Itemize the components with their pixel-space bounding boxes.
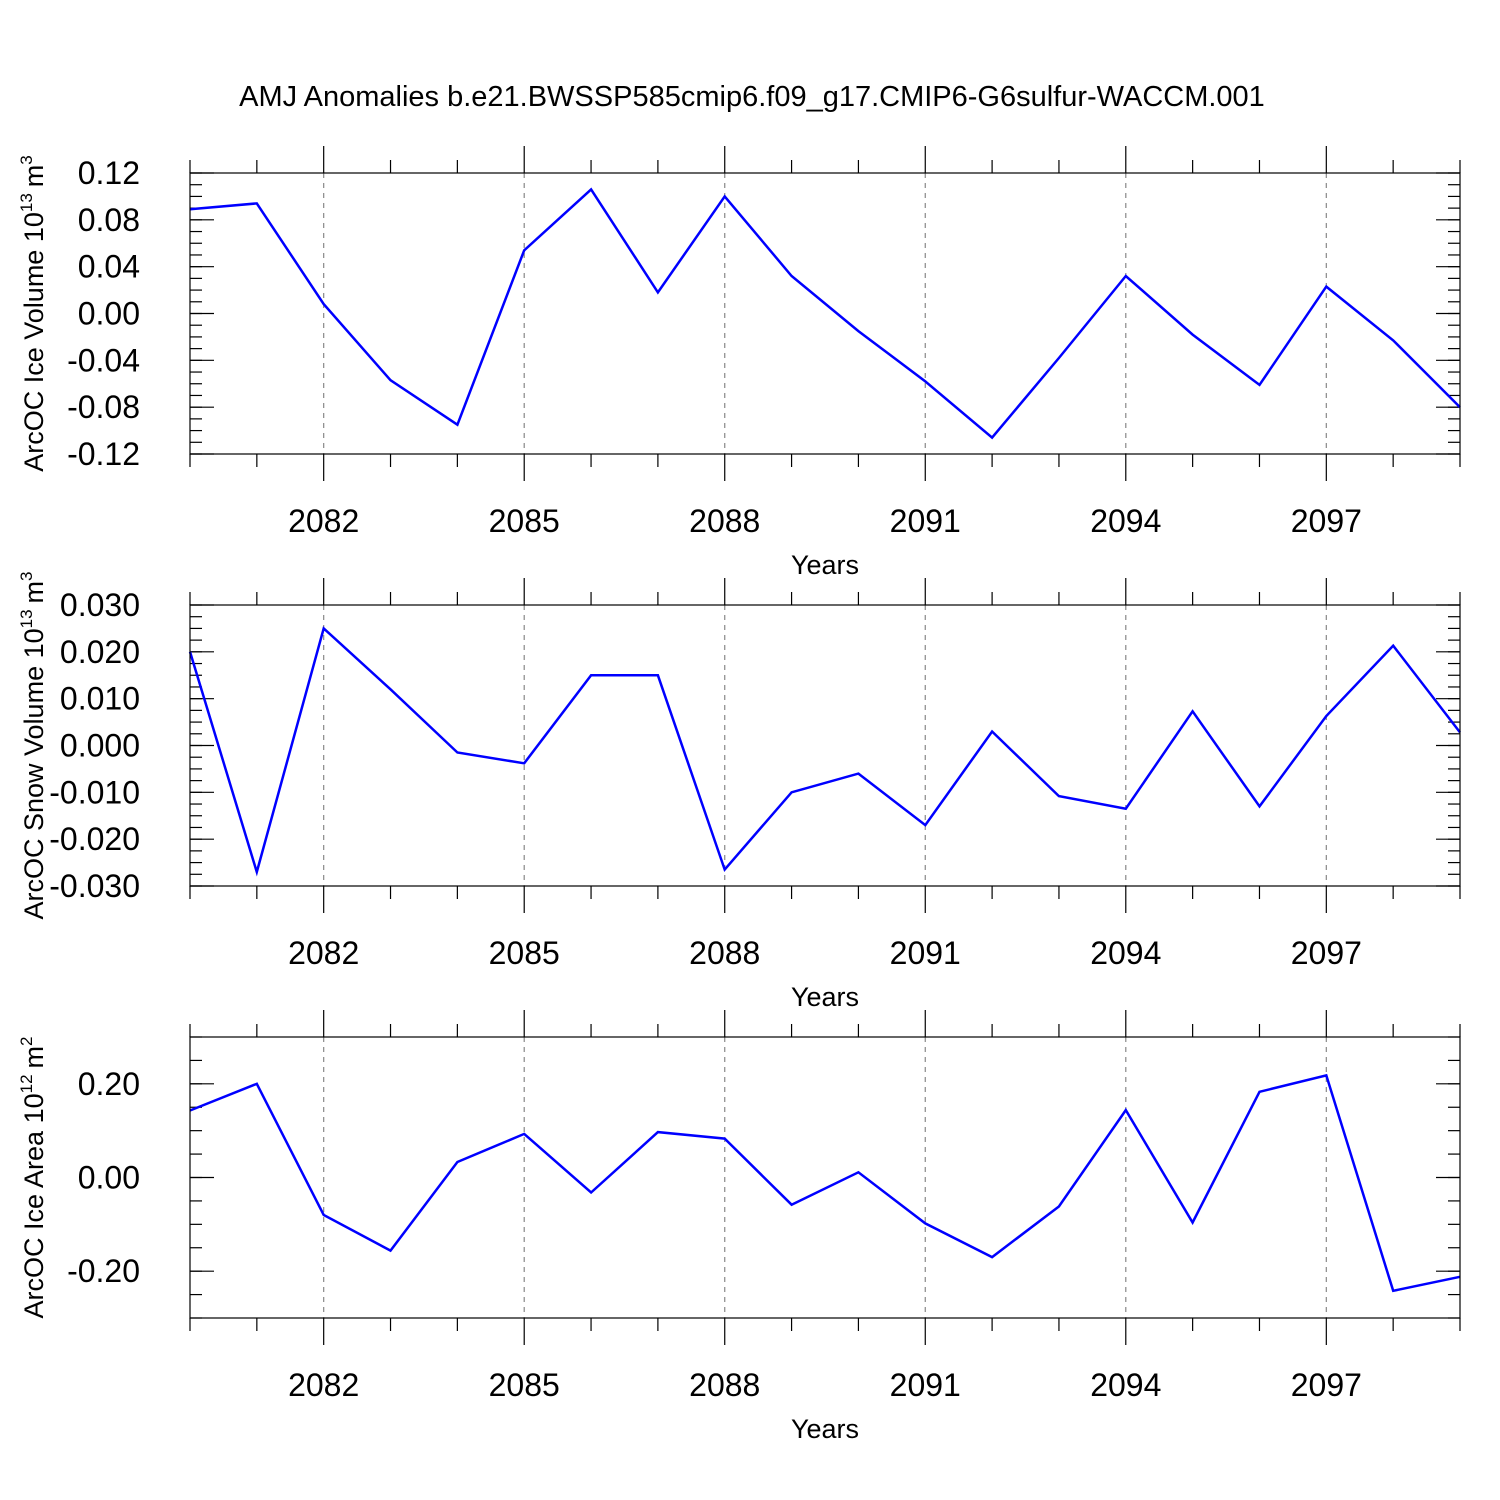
ice-volume-plot-frame: [189, 172, 1461, 455]
x-tick-label: 2088: [689, 503, 760, 539]
x-tick-label: 2082: [288, 1367, 359, 1403]
ice-volume-series-line: [189, 187, 1461, 440]
x-tick-label: 2097: [1291, 1367, 1362, 1403]
x-tick-label: 2091: [890, 503, 961, 539]
y-tick-label: -0.020: [49, 821, 140, 857]
y-tick-label: -0.20: [67, 1253, 140, 1289]
y-label-unit-exponent: 3: [17, 571, 36, 580]
y-label-unit: m: [19, 1046, 49, 1069]
x-tick-label: 2091: [890, 935, 961, 971]
y-tick-label: -0.12: [67, 436, 140, 472]
grid-layer: [323, 605, 1327, 886]
x-tick-label: 2085: [489, 503, 560, 539]
x-tick-label: 2094: [1090, 1367, 1161, 1403]
y-tick-label: 0.08: [78, 202, 140, 238]
x-tick-label: 2094: [1090, 503, 1161, 539]
x-tick-label: 2097: [1291, 935, 1362, 971]
y-tick-label: -0.010: [49, 774, 140, 810]
ice-area-x-axis-label: Years: [791, 1414, 859, 1444]
y-label-unit-exponent: 2: [17, 1037, 36, 1046]
y-label-unit: m: [19, 165, 49, 188]
y-tick-label: 0.20: [78, 1066, 140, 1102]
y-tick-label: -0.030: [49, 868, 140, 904]
x-tick-label: 2082: [288, 503, 359, 539]
ice-volume-panel: 2082 2085 2088 2091 2094 2097 0.12 0.08 0.04 0.00…: [17, 146, 1461, 580]
y-label-unit-exponent: 3: [17, 155, 36, 164]
y-tick-label: 0.04: [78, 249, 140, 285]
ice-area-panel: 2082 2085 2088 2091 2094 2097 0.20 0.00 -0.20 Ar…: [17, 1010, 1461, 1444]
x-tick-label: 2088: [689, 935, 760, 971]
ice-area-series-line: [189, 1073, 1461, 1293]
y-label-exponent: 12: [17, 1074, 36, 1093]
x-tick-label: 2085: [489, 935, 560, 971]
y-label-exponent: 13: [17, 193, 36, 212]
snow-volume-plot-frame: [189, 604, 1461, 887]
y-tick-label: 0.000: [60, 728, 140, 764]
y-label-main: ArcOC Ice Volume 10: [19, 212, 49, 472]
snow-volume-panel: 2082 2085 2088 2091 2094 2097 0.030 0.020 0.010 0…: [17, 571, 1461, 1012]
x-tick-label: 2097: [1291, 503, 1362, 539]
y-axis-label-text: ArcOC Ice Area 1012 m2: [17, 1037, 49, 1319]
y-tick-label: 0.020: [60, 634, 140, 670]
y-tick-label: 0.00: [78, 1160, 140, 1196]
ice-area-plot-frame: [189, 1036, 1461, 1319]
snow-volume-series-line: [188, 626, 1461, 877]
x-tick-label: 2094: [1090, 935, 1161, 971]
tick-layer: 2082 2085 2088 2091 2094 2097 0.030 0.020 0.010 0…: [49, 578, 1461, 971]
x-tick-label: 2088: [689, 1367, 760, 1403]
tick-layer: 2082 2085 2088 2091 2094 2097 0.20 0.00 -0.20: [67, 1010, 1461, 1403]
x-tick-label: 2085: [489, 1367, 560, 1403]
y-tick-label: 0.010: [60, 681, 140, 717]
y-label-unit: m: [19, 581, 49, 604]
y-label-main: ArcOC Snow Volume 10: [19, 628, 49, 919]
y-label-exponent: 13: [17, 609, 36, 628]
y-tick-label: 0.030: [60, 587, 140, 623]
ice-volume-y-axis-label: ArcOC Ice Volume 1013 m3: [17, 155, 49, 472]
snow-volume-y-axis-label: ArcOC Snow Volume 1013 m3: [17, 571, 49, 919]
y-axis-label-text: ArcOC Ice Volume 1013 m3: [17, 155, 49, 472]
ice-volume-x-axis-label: Years: [791, 550, 859, 580]
snow-volume-x-axis-label: Years: [791, 982, 859, 1012]
y-label-main: ArcOC Ice Area 10: [19, 1093, 49, 1318]
y-tick-label: -0.04: [67, 342, 140, 378]
y-tick-label: -0.08: [67, 389, 140, 425]
grid-layer: [323, 173, 1327, 454]
grid-layer: [323, 1037, 1327, 1318]
x-tick-label: 2082: [288, 935, 359, 971]
y-tick-label: 0.00: [78, 296, 140, 332]
ice-area-y-axis-label: ArcOC Ice Area 1012 m2: [17, 1037, 49, 1319]
x-tick-label: 2091: [890, 1367, 961, 1403]
chart-title: AMJ Anomalies b.e21.BWSSP585cmip6.f09_g1…: [239, 81, 1265, 113]
y-tick-label: 0.12: [78, 155, 140, 191]
tick-layer: 2082 2085 2088 2091 2094 2097 0.12 0.08 0.04 0.00…: [67, 146, 1461, 539]
y-axis-label-text: ArcOC Snow Volume 1013 m3: [17, 571, 49, 919]
